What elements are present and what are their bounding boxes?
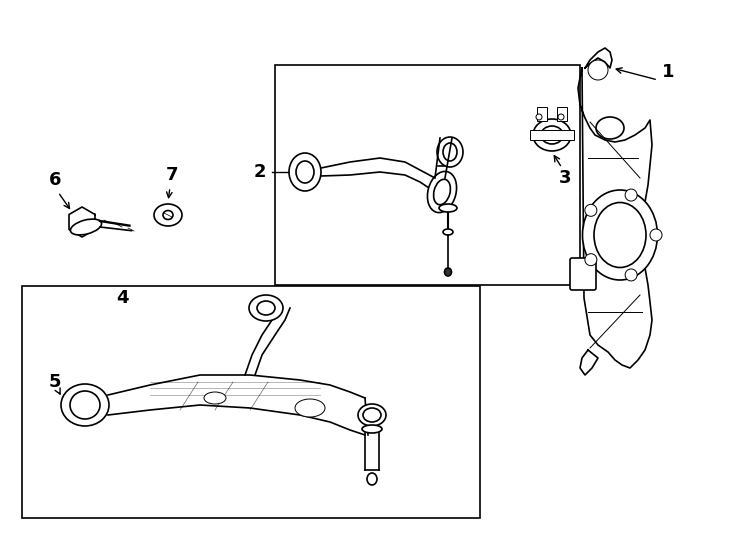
Ellipse shape xyxy=(296,161,314,183)
Ellipse shape xyxy=(439,204,457,212)
Text: 5: 5 xyxy=(48,373,61,391)
Text: 7: 7 xyxy=(166,166,178,184)
Ellipse shape xyxy=(367,473,377,485)
Text: 6: 6 xyxy=(48,171,61,189)
Ellipse shape xyxy=(249,295,283,321)
Ellipse shape xyxy=(558,114,564,120)
Ellipse shape xyxy=(289,153,321,191)
Ellipse shape xyxy=(596,117,624,139)
Ellipse shape xyxy=(437,137,463,167)
Ellipse shape xyxy=(257,301,275,315)
Ellipse shape xyxy=(583,190,658,280)
Circle shape xyxy=(588,60,608,80)
Ellipse shape xyxy=(427,171,457,213)
Bar xyxy=(22,286,480,518)
FancyBboxPatch shape xyxy=(570,258,596,290)
Ellipse shape xyxy=(443,229,453,235)
Ellipse shape xyxy=(536,114,542,120)
Ellipse shape xyxy=(70,219,101,235)
Ellipse shape xyxy=(434,179,451,205)
Polygon shape xyxy=(580,350,598,375)
Bar xyxy=(275,65,580,285)
Ellipse shape xyxy=(533,119,571,151)
Ellipse shape xyxy=(295,399,325,417)
Ellipse shape xyxy=(61,384,109,426)
Circle shape xyxy=(650,229,662,241)
Ellipse shape xyxy=(362,425,382,433)
Ellipse shape xyxy=(70,391,100,419)
Text: 2: 2 xyxy=(254,163,266,181)
Ellipse shape xyxy=(445,268,451,276)
Circle shape xyxy=(585,204,597,217)
Ellipse shape xyxy=(204,392,226,404)
Ellipse shape xyxy=(541,126,563,144)
Text: 3: 3 xyxy=(559,169,571,187)
Ellipse shape xyxy=(163,211,173,219)
Ellipse shape xyxy=(363,408,381,422)
Text: 4: 4 xyxy=(116,289,128,307)
Bar xyxy=(530,130,574,140)
Ellipse shape xyxy=(358,404,386,426)
Circle shape xyxy=(585,254,597,266)
Polygon shape xyxy=(585,48,612,68)
Polygon shape xyxy=(69,207,95,237)
Ellipse shape xyxy=(443,143,457,161)
Text: 1: 1 xyxy=(662,63,675,81)
Bar xyxy=(557,107,567,121)
Bar xyxy=(537,107,547,121)
Ellipse shape xyxy=(594,202,646,267)
Circle shape xyxy=(625,189,637,201)
Ellipse shape xyxy=(154,204,182,226)
Circle shape xyxy=(625,269,637,281)
